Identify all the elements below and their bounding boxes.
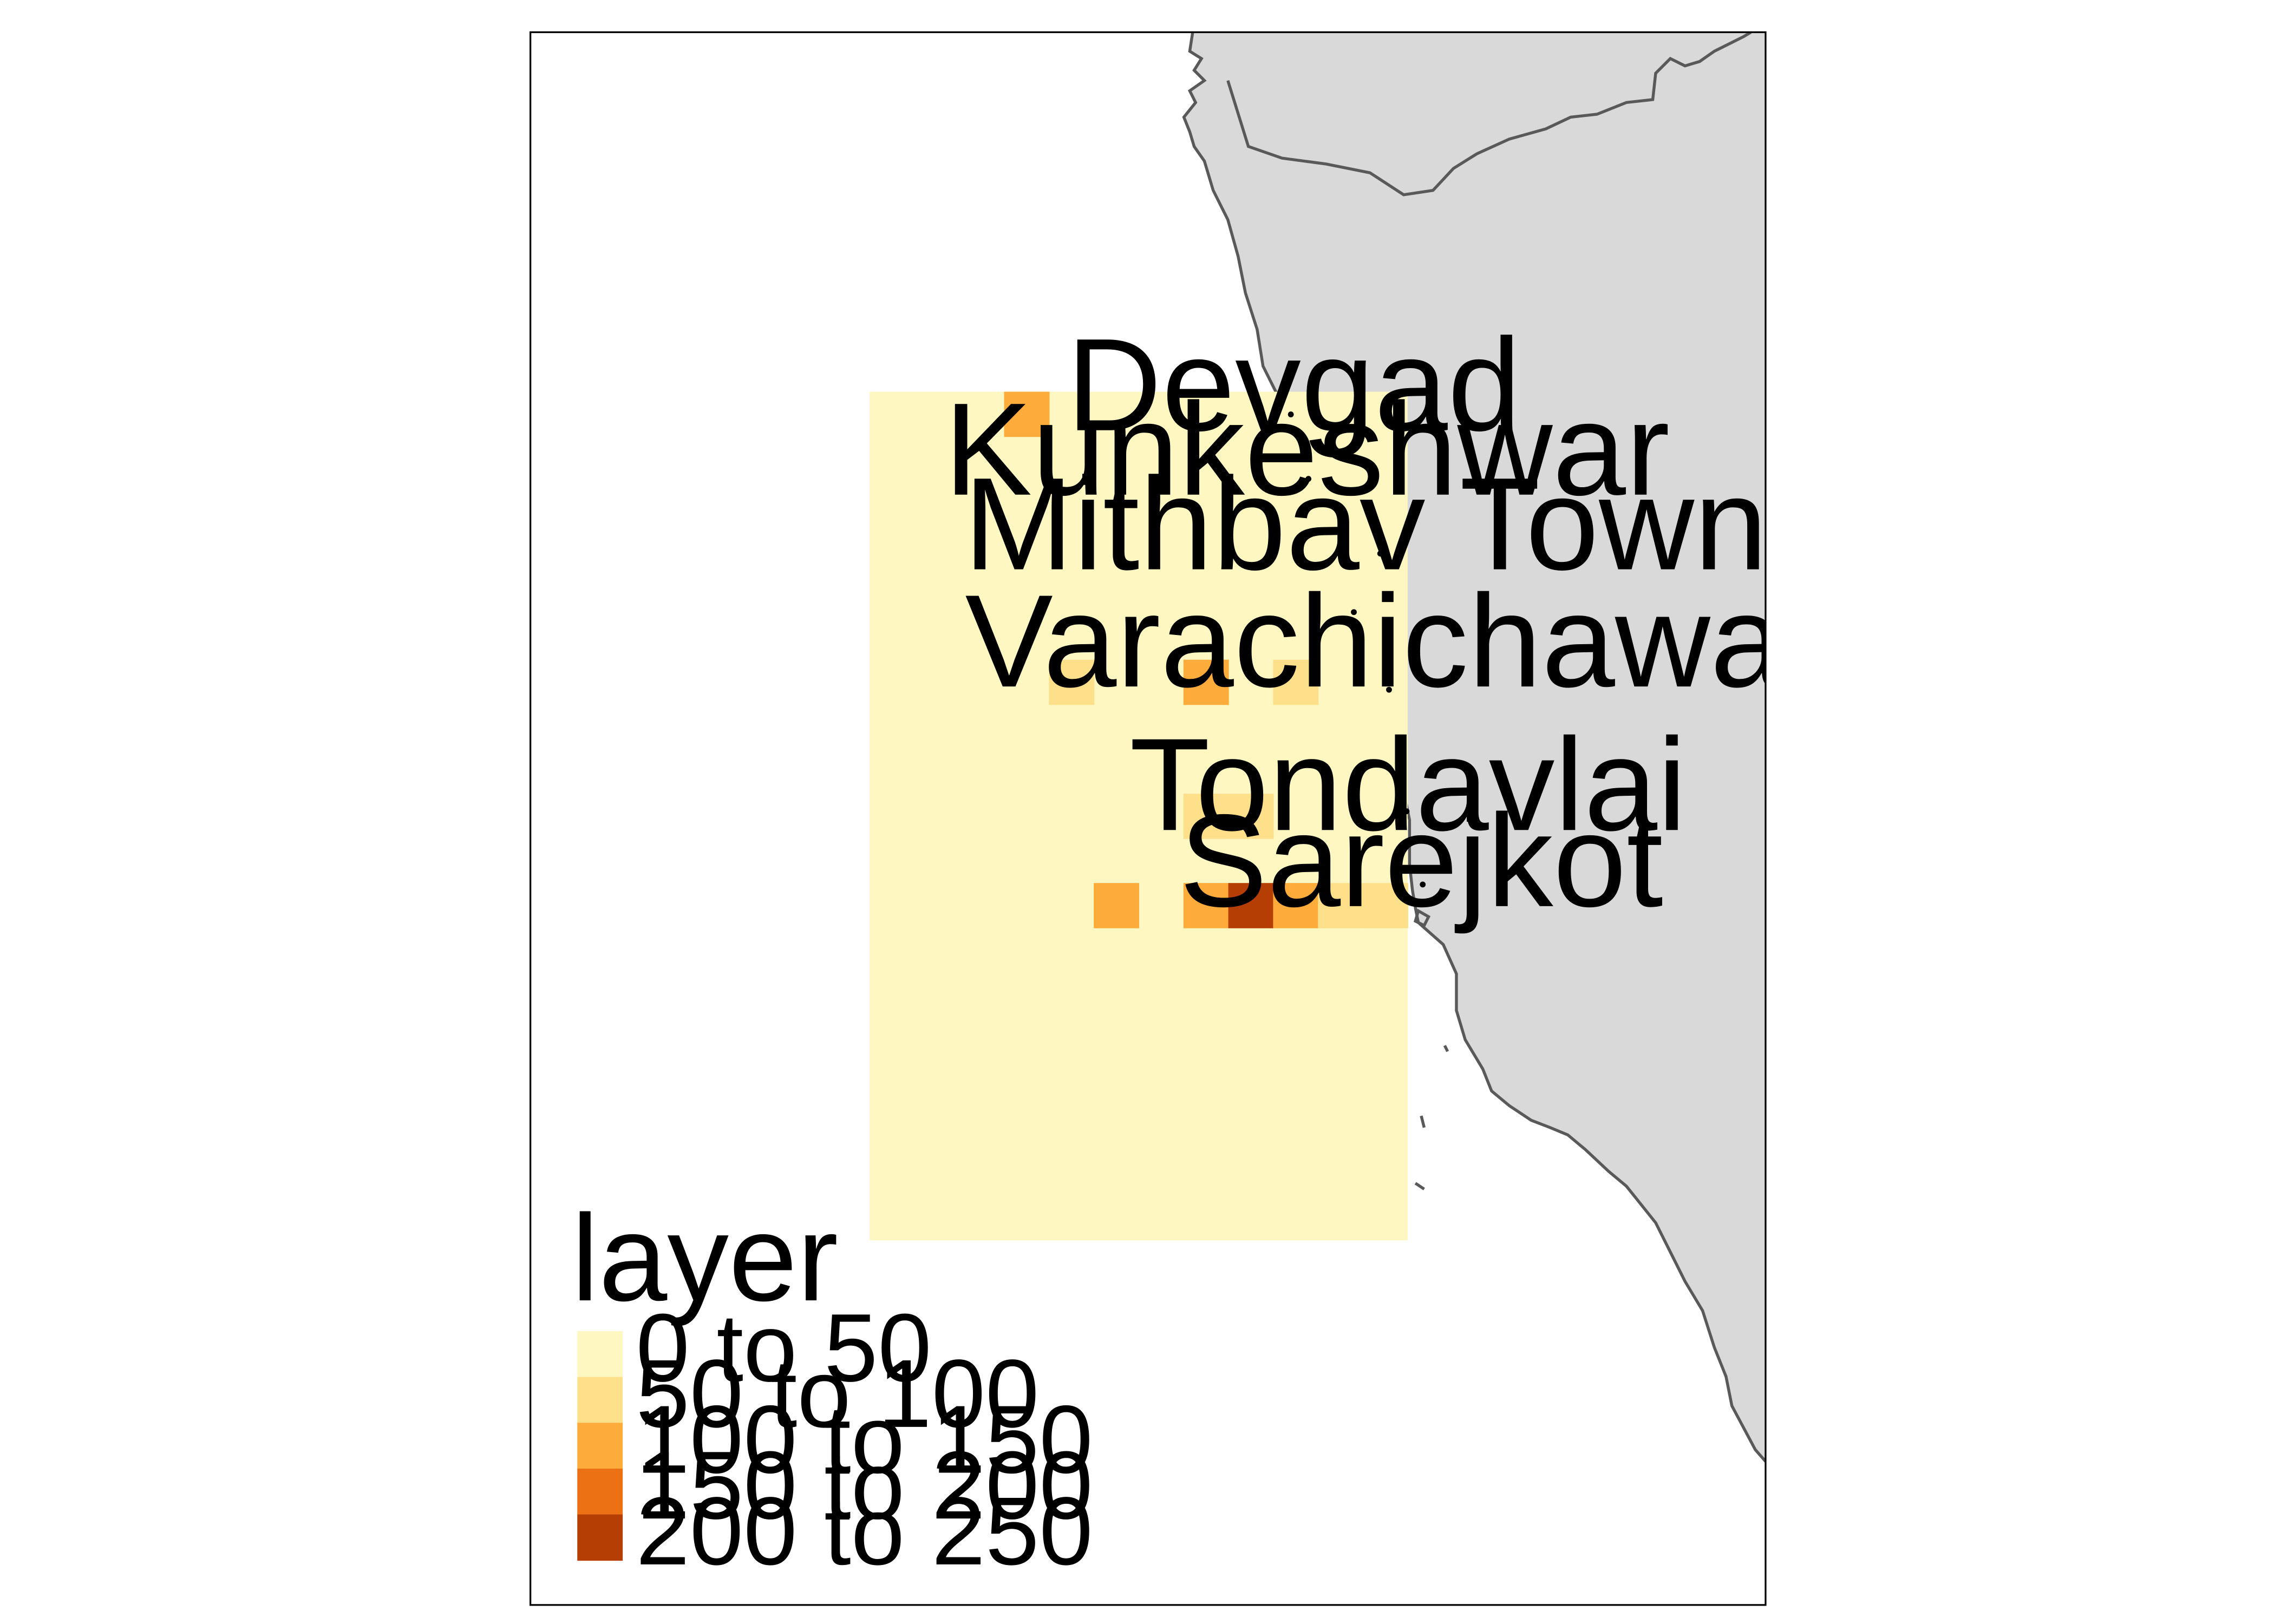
raster-cell xyxy=(1049,659,1095,705)
land-area xyxy=(1184,32,1766,1462)
legend-swatch xyxy=(577,1468,623,1515)
state-boundary xyxy=(1226,32,1752,197)
legend-label: 150 to 200 xyxy=(636,1431,1093,1539)
legend-label: 50 to 100 xyxy=(636,1339,1039,1448)
raster-cell xyxy=(1228,794,1274,839)
islet xyxy=(1443,1045,1449,1052)
place-marker xyxy=(1305,476,1312,482)
legend-title: layer xyxy=(571,1189,838,1327)
islet xyxy=(1420,1115,1426,1128)
map-frame xyxy=(530,31,1767,1606)
place-marker xyxy=(1386,686,1392,693)
raster-base xyxy=(870,391,1408,1241)
legend-label: 0 to 50 xyxy=(636,1293,931,1402)
place-label-sarejkot: Sarejkot xyxy=(1179,787,1663,934)
raster-layer xyxy=(870,391,1408,1241)
raster-cell xyxy=(1228,883,1274,928)
legend-swatch xyxy=(577,1331,623,1378)
islet xyxy=(1413,908,1431,928)
raster-cell xyxy=(1183,659,1229,705)
place-label-varachichawadi: Varachichawadi xyxy=(965,567,1886,715)
place-marker xyxy=(1420,881,1426,888)
place-markers xyxy=(1288,411,1426,907)
place-label-kunkeshwar: Kunkeshwar xyxy=(944,376,1670,523)
raster-cell xyxy=(1004,391,1050,437)
raster-cell xyxy=(1094,883,1140,928)
raster-cell xyxy=(1318,883,1364,928)
legend-swatch xyxy=(577,1514,623,1561)
legend-label: 200 to 250 xyxy=(636,1477,1093,1585)
legend-swatch xyxy=(577,1423,623,1469)
place-marker xyxy=(1351,609,1357,615)
raster-cell xyxy=(1183,883,1229,928)
legend-swatch xyxy=(577,1377,623,1424)
place-marker xyxy=(1418,900,1424,907)
raster-cell xyxy=(1273,883,1319,928)
place-marker xyxy=(1288,411,1294,417)
place-label-tondavlai: Tondavlai xyxy=(1129,711,1687,858)
raster-cell xyxy=(1363,883,1408,928)
place-label-devgad: Devgad xyxy=(1067,311,1521,459)
place-marker xyxy=(1377,551,1383,556)
islet xyxy=(1414,1182,1425,1190)
place-labels: Devgad Kunkeshwar Mithbav Town Varachich… xyxy=(944,311,1886,934)
legend-label: 100 to 150 xyxy=(636,1385,1093,1494)
place-label-mithbav-town: Mithbav Town xyxy=(964,450,1768,598)
raster-cell xyxy=(1183,794,1229,839)
raster-cell xyxy=(1273,659,1319,705)
place-marker xyxy=(1403,808,1410,815)
